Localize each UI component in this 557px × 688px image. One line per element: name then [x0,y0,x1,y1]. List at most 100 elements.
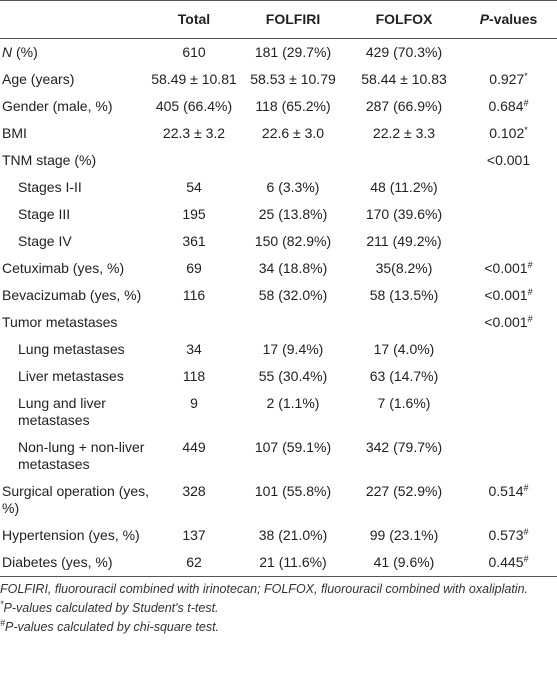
row-label: Liver metastases [18,368,124,384]
p-value [460,390,557,434]
cell: 54 [186,179,202,195]
p-value-mark: # [527,260,533,270]
cell: 610 [182,44,206,60]
cell [150,309,238,336]
table-row: Lung metastases 34 17 (9.4%) 17 (4.0%) [0,336,557,363]
cell: 195 [182,206,206,222]
p-value [460,336,557,363]
footnotes: FOLFIRI, fluorouracil combined with irin… [0,581,557,636]
column-header: P-values [460,0,557,39]
row-label: Bevacizumab (yes, %) [2,287,142,303]
p-value-mark: * [524,125,528,135]
text-segment: (%) [12,44,38,60]
cell: 41 (9.6%) [373,554,435,570]
column-header: FOLFIRI [238,0,348,39]
cell: 118 (65.2%) [255,98,331,114]
cell [238,147,348,174]
cell: 429 (70.3%) [365,44,443,60]
cell: 328 [182,483,206,499]
p-value: 0.514# [460,478,557,522]
p-value-text: 0.684 [488,98,524,114]
cell: 405 (66.4%) [155,98,233,114]
header-row: Total FOLFIRI FOLFOX P-values [0,0,557,39]
p-value-mark: # [527,314,533,324]
cell: 34 (18.8%) [258,260,328,276]
row-label: Age (years) [2,71,75,87]
p-value-mark: # [527,287,533,297]
table-row: Age (years) 58.49 ± 10.81 58.53 ± 10.79 58.… [0,66,557,93]
cell: 35(8.2%) [375,260,433,276]
cell: 62 [186,554,202,570]
p-value-mark: # [523,554,529,564]
p-value-mark: # [523,98,529,108]
cell [348,147,460,174]
table-row: Gender (male, %) 405 (66.4%) 118 (65.2%) 28… [0,93,557,120]
p-value-text: <0.001 [486,152,531,168]
table-row: Surgical operation (yes, %) 328 101 (55.8%… [0,478,557,522]
cell [238,309,348,336]
cell: 150 (82.9%) [254,233,332,249]
cell: 2 (1.1%) [266,395,320,411]
cell: 34 [186,341,202,357]
p-value [460,434,557,478]
cell: 58 (13.5%) [369,287,439,303]
row-label: Gender (male, %) [2,98,113,114]
table-row: Stage IV 361 150 (82.9%) 211 (49.2%) [0,228,557,255]
header-cell [0,0,150,39]
p-value: <0.001# [460,255,557,282]
cell: 63 (14.7%) [369,368,439,384]
cell: 137 [182,527,206,543]
cell: 6 (3.3%) [266,179,320,195]
table-row: Stage III 195 25 (13.8%) 170 (39.6%) [0,201,557,228]
footnote: #P-values calculated by chi-square test. [0,619,551,636]
cell: 211 (49.2%) [366,233,442,249]
cell: 25 (13.8%) [258,206,328,222]
p-value-text: 0.445 [488,554,524,570]
p-value [460,363,557,390]
cell: 22.3 ± 3.2 [162,125,226,141]
cell [150,147,238,174]
cell: 58.53 ± 10.79 [250,71,336,87]
footnote-mark: # [0,618,6,628]
footnote: FOLFIRI, fluorouracil combined with irin… [0,581,551,598]
row-label: Hypertension (yes, %) [2,527,140,543]
footnote-text: P-values calculated by chi-square test. [5,620,220,634]
p-value: <0.001# [460,309,557,336]
row-label: Non-lung + non-liver metastases [18,439,145,472]
table-row: Lung and liver metastases 9 2 (1.1%) 7 (1.6… [0,390,557,434]
footnote-text: P-values calculated by Student's t-test. [3,601,219,615]
cell: 17 (9.4%) [262,341,324,357]
p-value-text: <0.001 [484,260,528,276]
p-value: <0.001# [460,282,557,309]
row-label: Lung metastases [18,341,125,357]
text-segment: N [2,44,13,60]
p-value-text: 0.514 [488,483,524,499]
row-label: Surgical operation (yes, %) [2,483,150,516]
table-row: Tumor metastases <0.001# [0,309,557,336]
row-label: Stage III [18,206,71,222]
cell: 22.2 ± 3.3 [372,125,436,141]
cell: 101 (55.8%) [254,483,332,499]
p-value [460,201,557,228]
cell: 227 (52.9%) [365,483,443,499]
cell: 107 (59.1%) [254,439,332,455]
cell: 22.6 ± 3.0 [261,125,325,141]
table-row: Non-lung + non-liver metastases 449 107 (5… [0,434,557,478]
table-row: Hypertension (yes, %) 137 38 (21.0%) 99 (23… [0,522,557,549]
cell: 55 (30.4%) [258,368,328,384]
p-value [460,39,557,67]
text-segment: P [479,11,490,27]
column-header: FOLFOX [348,0,460,39]
p-value-text: <0.001 [484,287,528,303]
p-value-text: <0.001 [484,314,528,330]
cell: 48 (11.2%) [370,179,438,195]
p-value-mark: * [524,71,528,81]
table-body: N (%) 610 181 (29.7%) 429 (70.3%) Age (years… [0,39,557,577]
cell: 58.44 ± 10.83 [361,71,447,87]
footnote: *P-values calculated by Student's t-test… [0,600,551,617]
cell: 116 [182,287,206,303]
row-label: TNM stage (%) [2,152,97,168]
p-value-mark: # [523,483,529,493]
table-row: Cetuximab (yes, %) 69 34 (18.8%) 35(8.2%) <0… [0,255,557,282]
